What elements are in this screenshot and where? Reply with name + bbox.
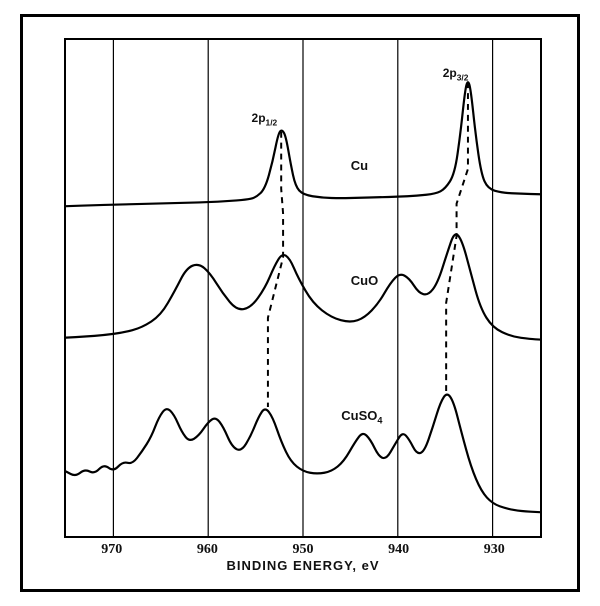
series-label-Cu: Cu	[351, 158, 368, 173]
x-tick-930: 930	[484, 542, 505, 558]
x-tick-960: 960	[197, 542, 218, 558]
series-label-CuSO4: CuSO4	[341, 408, 382, 426]
series-label-CuO: CuO	[351, 273, 378, 288]
plot-area	[64, 38, 542, 538]
x-tick-950: 950	[293, 542, 314, 558]
x-tick-940: 940	[388, 542, 409, 558]
x-axis-label: BINDING ENERGY, eV	[207, 558, 398, 573]
x-tick-970: 970	[101, 542, 122, 558]
page: 970 960 950 940 930 BINDING ENERGY, eV Cu CuO…	[0, 0, 600, 606]
peak-label-2p1/2: 2p1/2	[252, 111, 278, 127]
spectra-svg	[66, 40, 540, 536]
dashed-guide-1	[446, 82, 468, 393]
peak-label-2p3/2: 2p3/2	[443, 66, 469, 82]
